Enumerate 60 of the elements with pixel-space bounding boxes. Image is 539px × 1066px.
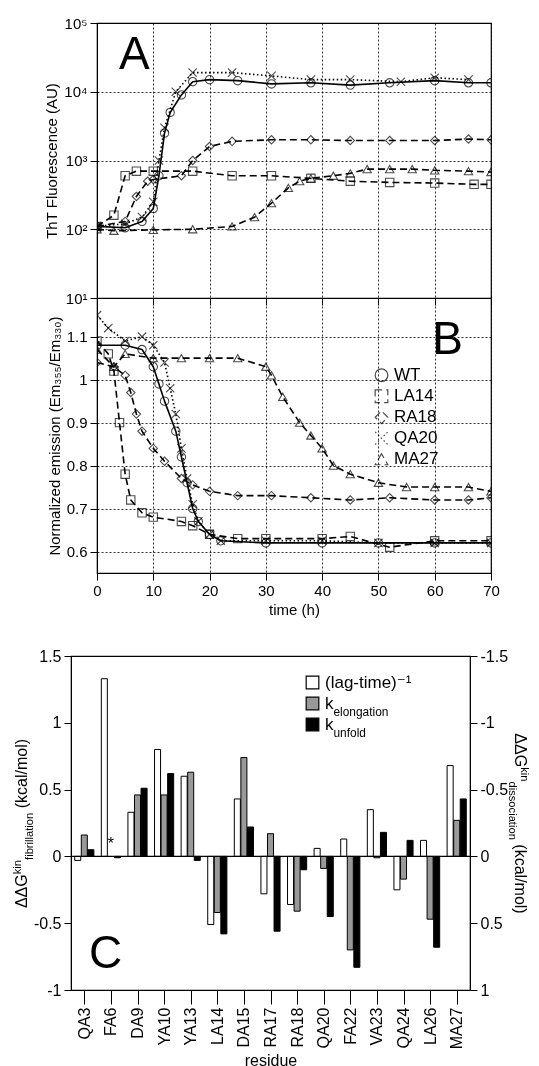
legend-label: MA27 [394, 449, 439, 469]
legend-label: (lag-time)⁻¹ [325, 672, 412, 692]
x-tick-label: QA3 [75, 1007, 93, 1040]
x-tick-label: 70 [483, 581, 500, 599]
y-tick-label: 1 [79, 371, 88, 389]
x-tick-label: RA17 [262, 1007, 279, 1048]
y-tick-label: 10² [65, 220, 88, 238]
y-tick-label: 0.9 [66, 414, 88, 432]
y-tick-label: 0.7 [66, 500, 88, 518]
y-tick-label: 0.6 [66, 543, 88, 561]
y-axis-title: Normalized emission (Em₃₅₅/Em₃₃₀) [45, 316, 63, 556]
x-tick-label: QA24 [395, 1007, 412, 1049]
y-tick-label: 0.8 [66, 457, 88, 475]
y2-tick-label: 0.5 [480, 914, 503, 932]
x-tick-label: MA27 [448, 1007, 466, 1050]
y2-tick-label: -1.5 [480, 647, 509, 665]
y-tick-label: -0.5 [33, 914, 62, 932]
x-tick-label: YA13 [182, 1007, 200, 1046]
x-tick-label: 10 [145, 581, 163, 599]
x-axis-title: time (h) [269, 600, 320, 618]
y2-tick-label: 1 [480, 981, 490, 999]
y-tick-label: 0.5 [39, 781, 62, 799]
y-tick-label: 1 [52, 714, 62, 732]
y-tick-label: 1.1 [66, 328, 88, 346]
y-tick-label: 10⁴ [64, 83, 88, 101]
y-tick-label: 0 [52, 847, 62, 865]
legend-label: QA20 [394, 428, 438, 448]
y-tick-label: -1 [47, 981, 62, 999]
x-tick-label: 40 [314, 581, 331, 599]
y2-tick-label: -1 [480, 714, 495, 732]
y2-tick-label: 0 [480, 847, 490, 865]
x-tick-label: 60 [426, 581, 444, 599]
y2-tick-label: -0.5 [480, 781, 509, 799]
annotation: * [107, 835, 115, 853]
x-tick-label: DA9 [129, 1007, 146, 1039]
x-tick-label: DA15 [235, 1007, 253, 1048]
x-axis-title: residue [244, 1052, 298, 1066]
annotation: B [432, 312, 463, 364]
y-tick-label: 1.5 [39, 647, 62, 665]
legend-label: LA14 [394, 386, 434, 406]
x-tick-label: RA18 [288, 1007, 306, 1048]
annotation: A [119, 27, 150, 79]
x-tick-label: FA22 [341, 1007, 359, 1045]
y-tick-label: 10⁵ [64, 14, 88, 32]
y-axis-title: ThT Fluorescence (AU) [43, 83, 61, 239]
x-tick-label: FA6 [102, 1007, 120, 1036]
legend-label: WT [394, 365, 421, 385]
legend-label: RA18 [394, 407, 437, 427]
x-tick-label: 30 [258, 581, 275, 599]
x-tick-label: 20 [201, 581, 219, 599]
x-tick-label: QA20 [315, 1007, 333, 1049]
y-tick-label: 10¹ [65, 289, 88, 307]
x-tick-label: LA26 [421, 1007, 439, 1045]
x-tick-label: 0 [93, 581, 102, 599]
annotation: C [89, 926, 123, 978]
x-tick-label: LA14 [208, 1007, 226, 1045]
y-tick-label: 10³ [65, 152, 88, 169]
x-tick-label: VA23 [368, 1007, 386, 1046]
x-tick-label: YA10 [155, 1007, 173, 1046]
x-tick-label: 50 [370, 581, 388, 599]
